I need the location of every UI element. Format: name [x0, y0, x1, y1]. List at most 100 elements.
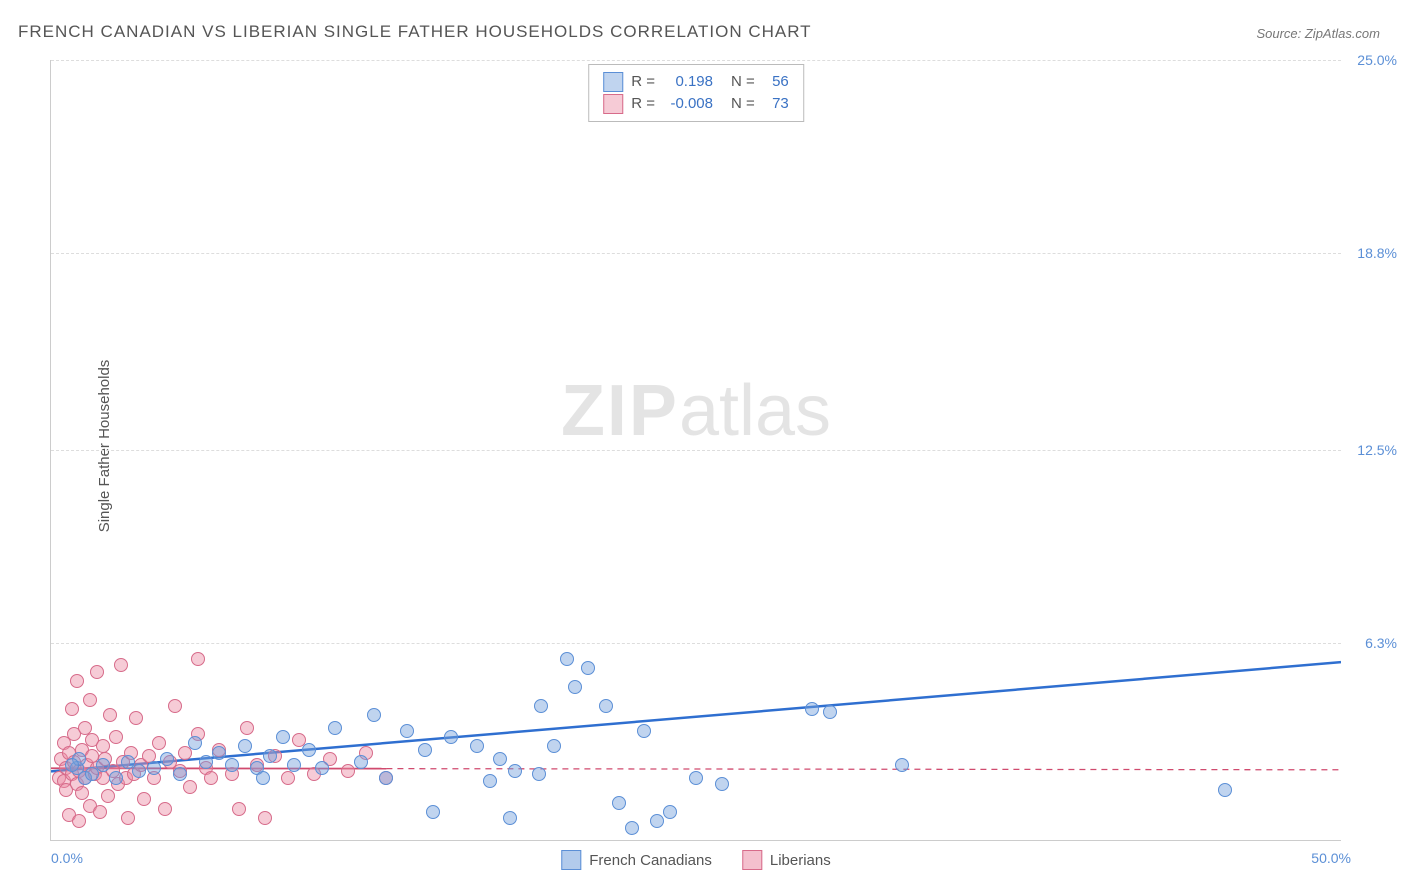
- data-point: [637, 724, 651, 738]
- data-point: [109, 771, 123, 785]
- data-point: [315, 761, 329, 775]
- data-point: [823, 705, 837, 719]
- data-point: [225, 758, 239, 772]
- data-point: [503, 811, 517, 825]
- legend-item-1: Liberians: [742, 850, 831, 870]
- data-point: [470, 739, 484, 753]
- data-point: [599, 699, 613, 713]
- watermark-bold: ZIP: [561, 371, 679, 451]
- data-point: [400, 724, 414, 738]
- watermark-light: atlas: [679, 371, 831, 451]
- data-point: [109, 730, 123, 744]
- data-point: [568, 680, 582, 694]
- y-tick: 12.5%: [1347, 442, 1397, 458]
- data-point: [581, 661, 595, 675]
- data-point: [379, 771, 393, 785]
- data-point: [367, 708, 381, 722]
- data-point: [173, 767, 187, 781]
- data-point: [65, 758, 79, 772]
- data-point: [204, 771, 218, 785]
- data-point: [168, 699, 182, 713]
- n-label-0: N =: [731, 71, 755, 93]
- swatch-series-0: [603, 72, 623, 92]
- data-point: [65, 702, 79, 716]
- n-value-1: 73: [763, 93, 789, 115]
- data-point: [715, 777, 729, 791]
- stats-row-series-0: R = 0.198 N = 56: [603, 71, 789, 93]
- data-point: [232, 802, 246, 816]
- data-point: [650, 814, 664, 828]
- y-tick: 18.8%: [1347, 245, 1397, 261]
- data-point: [158, 802, 172, 816]
- data-point: [96, 758, 110, 772]
- source-name: ZipAtlas.com: [1305, 26, 1380, 41]
- data-point: [418, 743, 432, 757]
- data-point: [70, 674, 84, 688]
- data-point: [83, 693, 97, 707]
- data-point: [328, 721, 342, 735]
- data-point: [547, 739, 561, 753]
- data-point: [444, 730, 458, 744]
- data-point: [152, 736, 166, 750]
- data-point: [212, 746, 226, 760]
- chart-source: Source: ZipAtlas.com: [1256, 26, 1380, 41]
- data-point: [129, 711, 143, 725]
- data-point: [114, 658, 128, 672]
- data-point: [199, 755, 213, 769]
- n-label-1: N =: [731, 93, 755, 115]
- data-point: [121, 811, 135, 825]
- data-point: [805, 702, 819, 716]
- legend-swatch-1: [742, 850, 762, 870]
- data-point: [238, 739, 252, 753]
- data-point: [534, 699, 548, 713]
- data-point: [560, 652, 574, 666]
- data-point: [90, 665, 104, 679]
- data-point: [341, 764, 355, 778]
- data-point: [625, 821, 639, 835]
- legend-label-0: French Canadians: [589, 852, 712, 869]
- y-tick: 6.3%: [1347, 635, 1397, 651]
- data-point: [240, 721, 254, 735]
- data-point: [483, 774, 497, 788]
- chart-title: FRENCH CANADIAN VS LIBERIAN SINGLE FATHE…: [18, 22, 812, 42]
- data-point: [188, 736, 202, 750]
- data-point: [147, 761, 161, 775]
- legend-label-1: Liberians: [770, 852, 831, 869]
- data-point: [93, 805, 107, 819]
- r-label-0: R =: [631, 71, 655, 93]
- data-point: [101, 789, 115, 803]
- legend-item-0: French Canadians: [561, 850, 712, 870]
- data-point: [354, 755, 368, 769]
- data-point: [508, 764, 522, 778]
- data-point: [426, 805, 440, 819]
- data-point: [689, 771, 703, 785]
- x-tick-min: 0.0%: [51, 850, 83, 866]
- data-point: [256, 771, 270, 785]
- data-point: [72, 814, 86, 828]
- data-point: [281, 771, 295, 785]
- stats-row-series-1: R = -0.008 N = 73: [603, 93, 789, 115]
- y-tick: 25.0%: [1347, 52, 1397, 68]
- swatch-series-1: [603, 94, 623, 114]
- r-value-1: -0.008: [663, 93, 713, 115]
- data-point: [191, 652, 205, 666]
- data-point: [612, 796, 626, 810]
- legend-swatch-0: [561, 850, 581, 870]
- source-prefix: Source:: [1256, 26, 1304, 41]
- data-point: [103, 708, 117, 722]
- data-point: [258, 811, 272, 825]
- plot-area: ZIPatlas R = 0.198 N = 56 R = -0.008 N =…: [50, 60, 1341, 841]
- watermark: ZIPatlas: [561, 370, 831, 452]
- x-tick-max: 50.0%: [1311, 850, 1351, 866]
- data-point: [1218, 783, 1232, 797]
- bottom-legend: French Canadians Liberians: [561, 850, 830, 870]
- data-point: [532, 767, 546, 781]
- r-label-1: R =: [631, 93, 655, 115]
- data-point: [302, 743, 316, 757]
- data-point: [287, 758, 301, 772]
- stats-legend: R = 0.198 N = 56 R = -0.008 N = 73: [588, 64, 804, 122]
- data-point: [276, 730, 290, 744]
- data-point: [160, 752, 174, 766]
- r-value-0: 0.198: [663, 71, 713, 93]
- data-point: [263, 749, 277, 763]
